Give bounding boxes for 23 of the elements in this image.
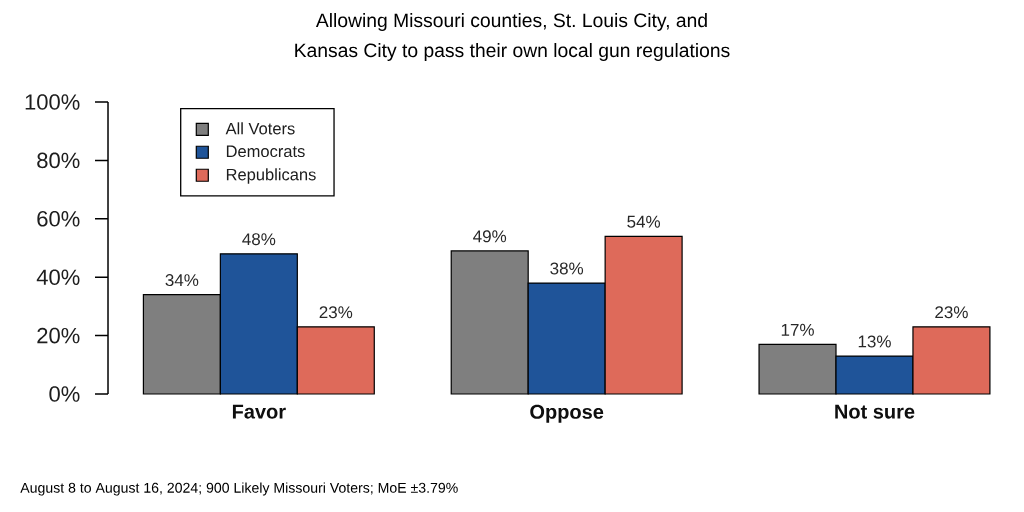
legend-label: Republicans <box>226 168 316 184</box>
x-tick-label: Not sure <box>835 404 915 419</box>
x-tick-label: Oppose <box>530 404 604 423</box>
y-tick-label: 20% <box>37 327 80 344</box>
y-tick-label: 60% <box>37 211 80 227</box>
chart-title: Allowing Missouri counties, St. Louis City, and Kansas City to pass their own local gun regulations <box>295 13 730 61</box>
legend-label: All Voters <box>225 122 295 135</box>
y-tick-label: 100% <box>25 94 80 110</box>
data-label: 34% <box>165 274 199 287</box>
y-tick-label: 40% <box>36 269 80 285</box>
data-label: 54% <box>627 215 661 228</box>
data-label: 49% <box>473 230 507 243</box>
text: August 8 to August 16, 2024; 900 Likely Missouri Voters; MoE ±3.79% <box>20 482 458 496</box>
y-tick-label: 80% <box>37 152 80 169</box>
data-label: 23% <box>935 306 968 319</box>
legend-label: Democrats <box>226 145 305 158</box>
x-tick-label: Favor <box>232 404 286 419</box>
data-label: 23% <box>319 306 353 319</box>
data-label: 38% <box>550 262 584 275</box>
y-tick-label: 0% <box>49 386 80 402</box>
data-label: 17% <box>781 323 814 336</box>
data-label: 48% <box>242 233 276 246</box>
data-label: 13% <box>858 335 891 348</box>
